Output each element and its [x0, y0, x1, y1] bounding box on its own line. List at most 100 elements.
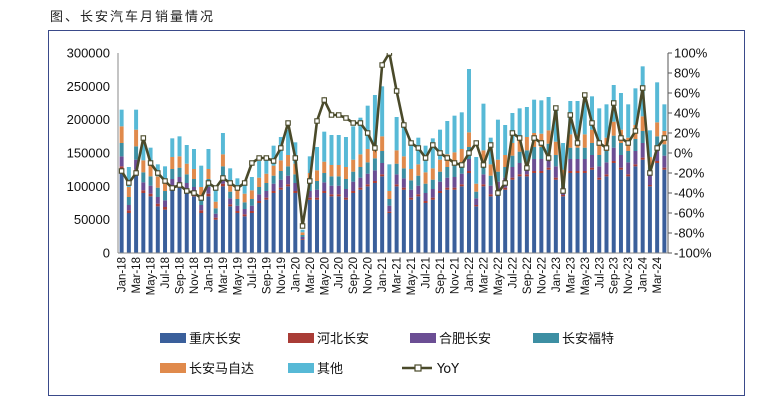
bar-segment: [271, 193, 276, 253]
bar-segment: [604, 174, 609, 177]
bar-segment: [257, 177, 262, 187]
yoy-point: [625, 140, 631, 146]
bar-segment: [336, 165, 341, 177]
bar-segment: [134, 109, 139, 130]
bar-segment: [119, 143, 124, 157]
bar-segment: [539, 147, 544, 159]
bar-segment: [597, 155, 602, 167]
y-left-tick-label: 0: [103, 246, 110, 261]
yoy-point: [444, 155, 451, 161]
y-right-tick-label: -100%: [674, 246, 712, 261]
bar-segment: [372, 183, 377, 253]
bar-segment: [163, 200, 168, 207]
bar-segment: [315, 199, 320, 253]
yoy-point: [401, 122, 407, 128]
x-tick-label: Mar-24: [652, 256, 664, 293]
yoy-point: [589, 120, 595, 126]
bar-segment: [249, 211, 254, 213]
bar-segment: [510, 167, 515, 178]
bar-segment: [582, 101, 587, 135]
bar-segment: [416, 196, 421, 253]
bar-segment: [561, 143, 566, 170]
x-tick-label: Mar-21: [392, 257, 404, 293]
bar-segment: [401, 156, 406, 169]
bar-segment: [242, 202, 247, 209]
yoy-point: [596, 140, 602, 146]
bar-segment: [553, 177, 558, 180]
bar-segment: [372, 145, 377, 159]
yoy-point: [335, 112, 342, 118]
bar-segment: [445, 121, 450, 155]
bar-segment: [647, 185, 652, 187]
legend-label: YoY: [436, 362, 459, 377]
x-tick-label: Nov-23: [623, 257, 635, 294]
bar-segment: [416, 137, 421, 165]
bar-segment: [611, 147, 616, 161]
x-tick-label: Jan-21: [377, 257, 389, 292]
bar-segment: [481, 184, 486, 187]
yoy-point: [422, 155, 429, 161]
bar-segment: [242, 214, 247, 217]
bar-segment: [452, 177, 457, 188]
x-tick-label: Jul-21: [421, 257, 433, 288]
bar-segment: [626, 162, 631, 175]
yoy-point: [343, 115, 349, 121]
bar-segment: [307, 191, 312, 198]
bar-segment: [553, 141, 558, 155]
bar-segment: [590, 155, 595, 168]
yoy-point: [140, 135, 147, 141]
bar-segment: [155, 187, 160, 197]
yoy-point: [198, 195, 204, 201]
bar-segment: [372, 95, 377, 145]
yoy-point: [379, 62, 385, 68]
bar-segment: [228, 183, 233, 192]
bar-segment: [257, 194, 262, 201]
x-tick-label: May-18: [146, 257, 158, 295]
bar-segment: [286, 129, 291, 155]
bar-segment: [119, 126, 124, 143]
bar-segment: [365, 162, 370, 174]
bar-segment: [611, 121, 616, 136]
bar-segment: [329, 135, 334, 165]
legend-swatch: [288, 363, 314, 373]
y-left-tick-label: 200000: [67, 112, 110, 127]
yoy-point: [314, 118, 320, 124]
yoy-point: [610, 100, 617, 106]
yoy-point: [531, 135, 537, 141]
yoy-point: [299, 223, 306, 229]
yoy-point: [285, 120, 291, 126]
yoy-point: [553, 105, 559, 111]
bar-segment: [568, 173, 573, 253]
bar-segment: [343, 167, 348, 179]
bar-segment: [640, 159, 645, 253]
bar-segment: [184, 193, 189, 253]
bar-segment: [228, 168, 233, 183]
bar-segment: [249, 199, 254, 206]
bar-segment: [452, 165, 457, 177]
bar-segment: [539, 100, 544, 134]
bar-segment: [271, 183, 276, 191]
bar-segment: [401, 178, 406, 188]
yoy-point: [524, 165, 530, 171]
bar-segment: [510, 177, 515, 180]
bar-segment: [532, 159, 537, 171]
bar-segment: [235, 213, 240, 253]
bar-segment: [452, 187, 457, 190]
bar-segment: [466, 173, 471, 253]
bar-segment: [532, 171, 537, 173]
bar-segment: [220, 154, 225, 167]
x-tick-label: Jan-20: [290, 257, 302, 292]
bar-segment: [662, 144, 667, 156]
bar-segment: [618, 155, 623, 168]
bar-segment: [264, 191, 269, 198]
bar-segment: [235, 205, 240, 211]
yoy-point: [350, 120, 356, 126]
x-tick-label: Mar-20: [305, 257, 317, 293]
yoy-line-group: [118, 53, 668, 229]
bar-segment: [213, 213, 218, 218]
yoy-point: [632, 128, 639, 134]
bar-segment: [409, 199, 414, 253]
bar-segment: [459, 162, 464, 174]
bar-segment: [315, 170, 320, 181]
bar-segment: [401, 187, 406, 190]
